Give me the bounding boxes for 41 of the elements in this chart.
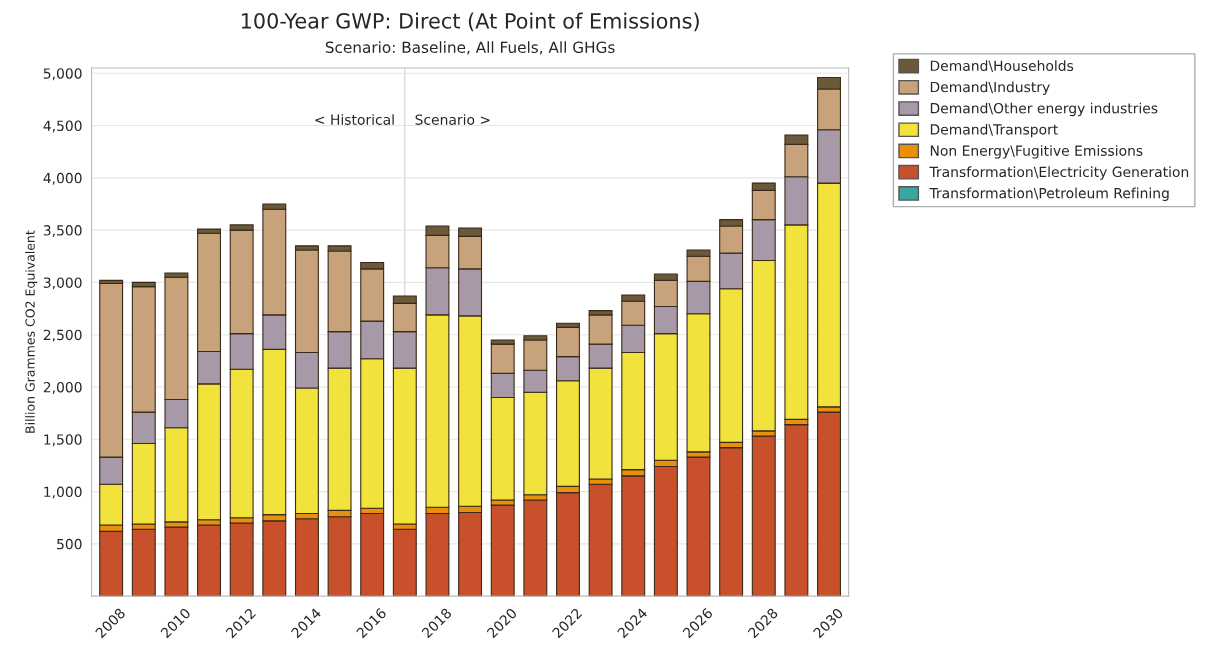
legend-label: Non Energy\Fugitive Emissions (930, 145, 1143, 159)
chart-title: 100-Year GWP: Direct (At Point of Emissions) (241, 12, 699, 32)
bar (99, 530, 124, 597)
y-tick-label: 3,000 (43, 277, 82, 290)
bar (588, 483, 613, 597)
bar (817, 411, 841, 597)
y-tick-label: 5,000 (43, 68, 82, 81)
bar (686, 456, 711, 597)
bar (458, 511, 483, 597)
chart-subtitle: Scenario: Baseline, All Fuels, All GHGs (325, 41, 615, 55)
y-tick-label: 500 (57, 538, 82, 550)
y-tick-label: 1,500 (44, 434, 82, 447)
bar (360, 512, 385, 597)
bar (490, 504, 515, 597)
y-axis-title: Billion Grammes CO2 Equivalent (25, 230, 38, 433)
legend-label: Demand\Households (930, 60, 1074, 73)
bar (229, 522, 254, 597)
legend-label: Demand\Other energy industries (930, 102, 1158, 117)
y-tick-label: 2,500 (43, 329, 82, 342)
y-tick-label: 4,500 (43, 120, 82, 133)
bar (719, 447, 744, 597)
bar (425, 512, 450, 597)
y-tick-label: 2,000 (43, 381, 82, 394)
y-tick-label: 3,500 (43, 225, 82, 238)
bar (197, 524, 222, 597)
bar (131, 528, 156, 597)
legend-label: Demand\Transport (930, 123, 1058, 138)
bar (164, 526, 189, 597)
legend-label: Demand\Industry (930, 81, 1050, 95)
bar (653, 465, 678, 597)
bar (784, 424, 809, 597)
bar (392, 528, 417, 597)
y-tick-label: 4,000 (43, 172, 82, 185)
annotation: Scenario > (415, 114, 490, 125)
y-tick-label: 1,000 (44, 486, 82, 499)
legend-label: Transformation\Electricity Generation (929, 166, 1189, 180)
bar (751, 435, 776, 597)
bar (523, 499, 548, 597)
legend-label: Transformation\Petroleum Refining (929, 187, 1169, 202)
bar (294, 518, 319, 597)
annotation: < Historical (315, 114, 394, 125)
